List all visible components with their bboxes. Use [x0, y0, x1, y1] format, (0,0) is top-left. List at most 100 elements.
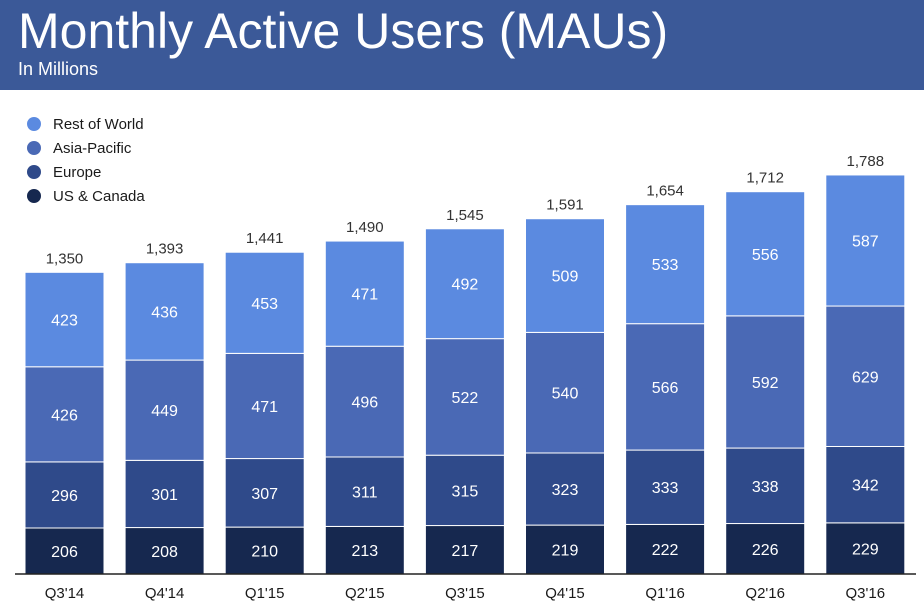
bar-segment-europe: [124, 459, 205, 529]
data-label: 423: [51, 313, 78, 330]
bar-segment-asia-pacific: [324, 345, 405, 458]
data-label: 222: [652, 542, 679, 559]
data-label: 426: [51, 407, 78, 424]
legend-label: US & Canada: [53, 187, 145, 205]
data-label: 496: [351, 395, 378, 412]
data-label: 208: [151, 544, 178, 561]
legend-item-asia-pacific: Asia-Pacific: [27, 136, 145, 160]
data-label: 338: [752, 479, 779, 496]
bar-segment-rest-of-world: [324, 240, 405, 347]
x-tick-label: Q1'15: [245, 585, 285, 602]
data-label: 219: [552, 543, 579, 560]
chart-legend: Rest of World Asia-Pacific Europe US & C…: [27, 112, 145, 208]
data-label: 522: [452, 390, 479, 407]
total-label: 1,712: [746, 170, 784, 187]
header-banner: Monthly Active Users (MAUs) In Millions: [0, 0, 924, 90]
bar-segment-europe: [324, 456, 405, 527]
legend-swatch-asia-pacific: [27, 141, 41, 155]
data-label: 226: [752, 542, 779, 559]
data-label: 311: [352, 485, 378, 502]
data-label: 471: [351, 287, 378, 304]
bar-segment-us-canada: [825, 522, 906, 575]
x-tick-label: Q2'16: [745, 585, 785, 602]
data-label: 323: [552, 482, 579, 499]
bar-segment-us-canada: [424, 525, 505, 575]
bar-segment-us-canada: [124, 527, 205, 575]
legend-item-rest-of-world: Rest of World: [27, 112, 145, 136]
data-label: 449: [151, 403, 178, 420]
bar-segment-rest-of-world: [224, 251, 305, 354]
bar-segment-asia-pacific: [825, 305, 906, 447]
bar-segment-us-canada: [224, 526, 305, 575]
data-label: 509: [552, 269, 579, 286]
data-label: 592: [752, 375, 779, 392]
bar-segment-rest-of-world: [24, 271, 105, 368]
page-subtitle: In Millions: [18, 59, 99, 79]
bar-segment-europe: [825, 445, 906, 524]
total-label: 1,350: [46, 250, 84, 267]
bar-segment-europe: [224, 458, 305, 528]
bar-segment-rest-of-world: [625, 204, 706, 325]
x-tick-label: Q1'16: [645, 585, 685, 602]
total-label: 1,654: [646, 183, 684, 200]
legend-swatch-us-canada: [27, 189, 41, 203]
total-label: 1,393: [146, 241, 184, 258]
bar-segment-europe: [24, 461, 105, 529]
data-label: 533: [652, 257, 679, 274]
bar-segment-europe: [424, 454, 505, 527]
data-label: 301: [151, 487, 178, 504]
data-label: 296: [51, 488, 78, 505]
x-tick-label: Q4'15: [545, 585, 585, 602]
data-label: 629: [852, 369, 879, 386]
bar-segment-asia-pacific: [124, 359, 205, 461]
data-label: 566: [652, 380, 679, 397]
total-label: 1,441: [246, 230, 284, 247]
total-label: 1,545: [446, 207, 484, 224]
x-tick-label: Q2'15: [345, 585, 385, 602]
bar-segment-europe: [725, 447, 806, 525]
page-title: Monthly Active Users (MAUs): [18, 3, 669, 59]
data-label: 342: [852, 478, 879, 495]
data-label: 213: [351, 543, 378, 560]
data-label: 587: [852, 234, 879, 251]
x-tick-label: Q3'16: [846, 585, 886, 602]
data-label: 556: [752, 247, 779, 264]
bar-segment-europe: [625, 449, 706, 525]
data-label: 453: [251, 296, 278, 313]
bar-segment-rest-of-world: [124, 262, 205, 361]
bar-segment-rest-of-world: [424, 228, 505, 340]
data-label: 471: [251, 399, 278, 416]
legend-label: Europe: [53, 163, 102, 181]
legend-item-us-canada: US & Canada: [27, 184, 145, 208]
bar-segment-rest-of-world: [525, 218, 605, 333]
total-label: 1,490: [346, 219, 384, 236]
bar-segment-asia-pacific: [625, 323, 706, 451]
total-label: 1,591: [546, 197, 584, 214]
bar-segment-us-canada: [24, 527, 105, 575]
data-label: 307: [251, 486, 278, 503]
data-label: 206: [51, 544, 78, 561]
data-label: 540: [552, 386, 579, 403]
data-label: 229: [852, 541, 879, 558]
data-label: 315: [452, 483, 479, 500]
data-label: 492: [452, 277, 479, 294]
legend-label: Rest of World: [53, 115, 144, 133]
legend-swatch-europe: [27, 165, 41, 179]
legend-item-europe: Europe: [27, 160, 145, 184]
x-tick-label: Q4'14: [145, 585, 185, 602]
bar-segment-rest-of-world: [825, 174, 906, 307]
bar-segment-asia-pacific: [525, 331, 605, 454]
data-label: 436: [151, 304, 178, 321]
data-label: 210: [251, 544, 278, 561]
bar-segment-asia-pacific: [424, 338, 505, 456]
bar-segment-europe: [525, 452, 605, 526]
bar-segment-asia-pacific: [725, 315, 806, 449]
data-label: 217: [452, 543, 479, 560]
x-tick-label: Q3'14: [45, 585, 85, 602]
data-label: 333: [652, 480, 679, 497]
x-tick-label: Q3'15: [445, 585, 485, 602]
total-label: 1,788: [847, 153, 885, 170]
legend-label: Asia-Pacific: [53, 139, 132, 157]
bar-segment-rest-of-world: [725, 191, 806, 317]
